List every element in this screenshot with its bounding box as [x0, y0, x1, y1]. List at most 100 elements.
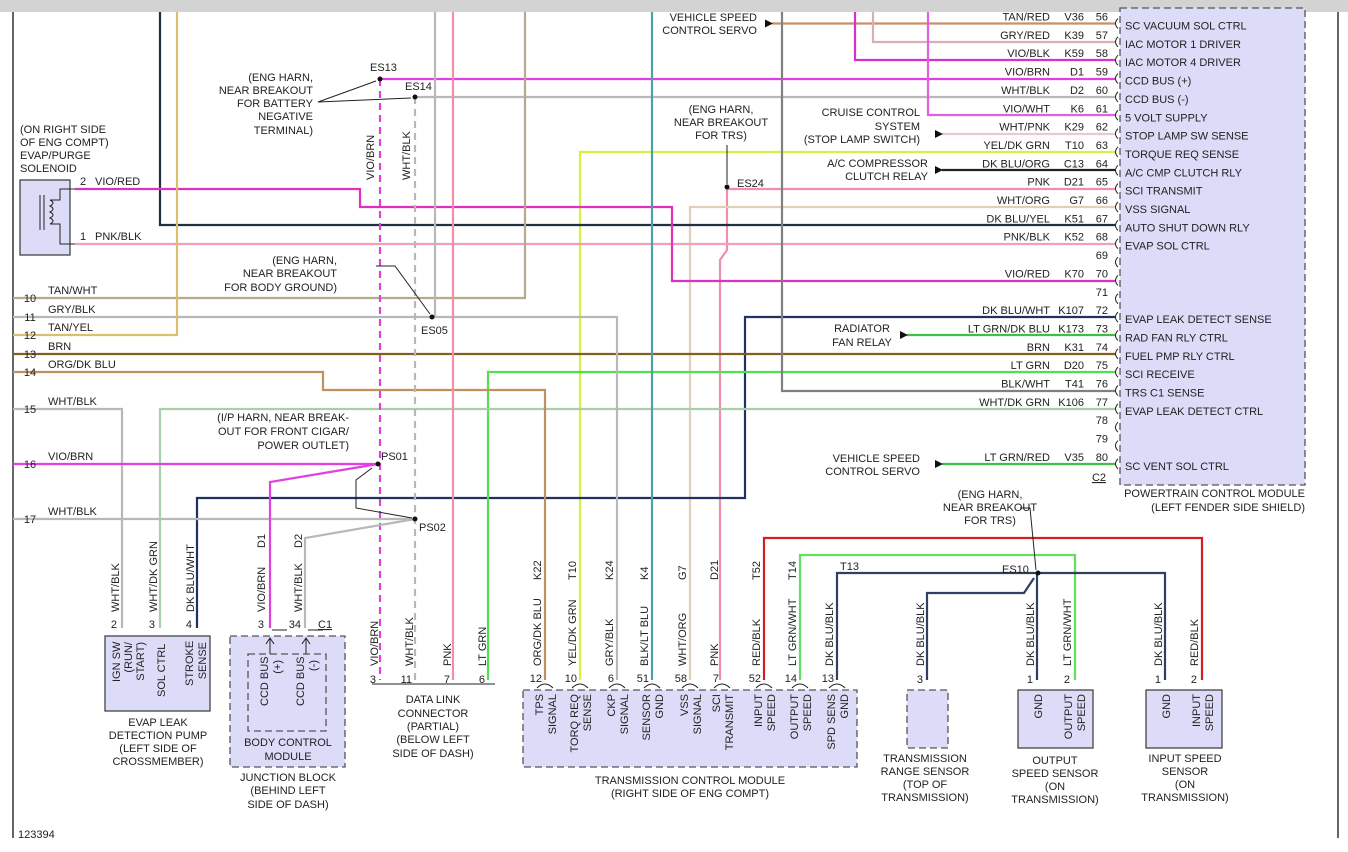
circuit-code: K31: [1064, 342, 1084, 354]
diagram-id: 123394: [18, 829, 55, 841]
label-text: (ON: [1175, 779, 1195, 791]
splice-ps02: [412, 516, 418, 522]
label-text: NEAR BREAKOUT: [243, 268, 337, 280]
splice-link-line: [355, 467, 413, 519]
pcm-pin-row: 79: [1096, 434, 1119, 451]
label-text: 2: [1064, 674, 1070, 686]
wire-color-label: YEL/DK GRN: [567, 599, 579, 666]
pin-function: SIGNAL: [619, 694, 631, 734]
wire-color-label: VIO/BLK: [1007, 48, 1050, 60]
connector-pin-icon: [1115, 128, 1119, 139]
splices: ES13 ES14 ES05 ES24 PS01 PS02 ES10: [370, 62, 1041, 576]
leader-line: [1020, 507, 1037, 571]
connector-pin-icon: [1115, 164, 1119, 176]
label-text: CONNECTOR: [398, 708, 469, 720]
label-text: NEAR BREAKOUT: [219, 85, 313, 97]
pcm-pin-rows: 56 TAN/RED V36 SC VACUUM SOL CTRL 57 GRY/RED K…: [968, 12, 1272, 473]
label-text: 6: [479, 674, 485, 686]
pcm-pin-row: 80 LT GRN/RED V35 SC VENT SOL CTRL: [984, 452, 1229, 473]
label-text: WHT/BLK: [401, 130, 413, 180]
connector-pin-icon: [643, 683, 661, 689]
pcm-pin-row: 76 BLK/WHT T41 TRS C1 SENSE: [1001, 379, 1204, 400]
wire-vio-wht: [926, 12, 1115, 117]
wire-vio-blk: [853, 12, 1115, 62]
pin-number: 1: [80, 231, 86, 243]
label-text: NEAR BREAKOUT: [943, 502, 1037, 514]
circuit-code: K173: [1058, 323, 1084, 335]
label-text: PS02: [419, 522, 446, 534]
pin-number: 12: [530, 673, 542, 685]
label-text: (BELOW LEFT: [396, 734, 470, 746]
pcm-pin-row: 69: [1096, 250, 1119, 268]
wire-wht-blk-15: [13, 407, 124, 628]
pcm-pin-row: 61 VIO/WHT K6 5 VOLT SUPPLY: [1003, 103, 1208, 124]
pin-number: 74: [1096, 342, 1108, 354]
connector-pin-icon: [1115, 54, 1119, 66]
wire-label: PNK/BLK: [95, 231, 142, 243]
data-link-connector: VIO/BRN WHT/BLK PNK LT GRN 3 11 7 6 DATA…: [369, 616, 495, 760]
top-bar: [0, 0, 1348, 12]
pin-number: 70: [1096, 268, 1108, 280]
label-text: (STOP LAMP SWITCH): [804, 134, 920, 146]
splice-es05: [429, 314, 435, 320]
leader-line: [376, 265, 431, 315]
splice-es10: [1035, 570, 1041, 576]
wire-color-label: LT GRN/DK BLU: [968, 323, 1050, 335]
pin-function: TORQUE REQ SENSE: [1125, 149, 1239, 161]
wire-color-label: PNK: [709, 643, 721, 666]
pin-function: 5 VOLT SUPPLY: [1125, 112, 1208, 124]
label-text: INPUT: [1191, 694, 1203, 727]
wire-color-label: WHT/PNK: [999, 122, 1050, 134]
connector-pin-icon: [1115, 293, 1119, 305]
label-text: ES10: [1002, 564, 1029, 576]
label-text: TERMINAL): [254, 125, 313, 137]
label-text: SENSE: [197, 642, 209, 679]
pin-function: SPD SENS: [826, 694, 838, 750]
splice-ps01: [375, 461, 381, 467]
label-text: 3: [917, 674, 923, 686]
pin-number: 69: [1096, 250, 1108, 262]
pin-function: SENSOR: [641, 694, 653, 741]
pin-number: 65: [1096, 177, 1108, 189]
pcm-pin-row: 75 LT GRN D20 SCI RECEIVE: [1011, 360, 1195, 381]
label-text: (PARTIAL): [407, 721, 459, 733]
output-speed-sensor: DK BLU/BLK LT GRN/WHT 1 2 GND OUTPUT SPE…: [1011, 598, 1098, 806]
wire-pnk-65: [718, 187, 1115, 680]
pin-function: IAC MOTOR 4 DRIVER: [1125, 57, 1241, 69]
pcm-pin-row: 70 VIO/RED K70: [1005, 268, 1119, 286]
wire-vio-red: [75, 187, 1115, 283]
label-text: RANGE SENSOR: [881, 766, 970, 778]
pcm-box: [1119, 7, 1306, 486]
wires: [13, 12, 1204, 680]
splice-es24: [724, 184, 730, 190]
circuit-code: K52: [1064, 232, 1084, 244]
label-text: (BEHIND LEFT: [250, 785, 325, 797]
wire-color-label: LT GRN/RED: [984, 452, 1050, 464]
label-text: TRANSMISSION: [883, 753, 967, 765]
pin-function: TPS: [534, 694, 546, 715]
label-text: (I/P HARN, NEAR BREAK-: [217, 412, 349, 424]
pin-function: RAD FAN RLY CTRL: [1125, 332, 1228, 344]
pcm-pin-row: 62 WHT/PNK K29 STOP LAMP SW SENSE: [999, 122, 1248, 143]
label-text: (TOP OF: [903, 779, 947, 791]
tcm-pin: 14 LT GRN/WHT T14 OUTPUT SPEED: [785, 561, 814, 739]
pcm-pin-row: 74 BRN K31 FUEL PMP RLY CTRL: [1027, 342, 1235, 363]
connector-pin-icon: [1115, 385, 1119, 396]
label-text: 3: [149, 619, 155, 631]
pin-number: 75: [1096, 360, 1108, 372]
label-text: SIDE OF DASH): [392, 748, 473, 760]
connector-pin-icon: [1115, 73, 1119, 84]
label-text: 3: [258, 619, 264, 631]
label-text: (+): [272, 660, 284, 674]
label-text: BODY CONTROL: [244, 737, 332, 749]
pin-function: EVAP LEAK DETECT SENSE: [1125, 314, 1272, 326]
tcm-pin: 58 WHT/ORG G7 VSS SIGNAL: [675, 565, 704, 734]
pin-number: 66: [1096, 195, 1108, 207]
pin-number: 58: [675, 673, 687, 685]
label-text: DK BLU/BLK: [1153, 602, 1165, 666]
circuit-code: G7: [1069, 195, 1084, 207]
connector-pin-icon: [1115, 366, 1119, 378]
wire-color-label: PNK: [1027, 177, 1050, 189]
label-text: WHT/BLK: [404, 616, 416, 666]
label-text: SIDE OF DASH): [247, 799, 328, 811]
